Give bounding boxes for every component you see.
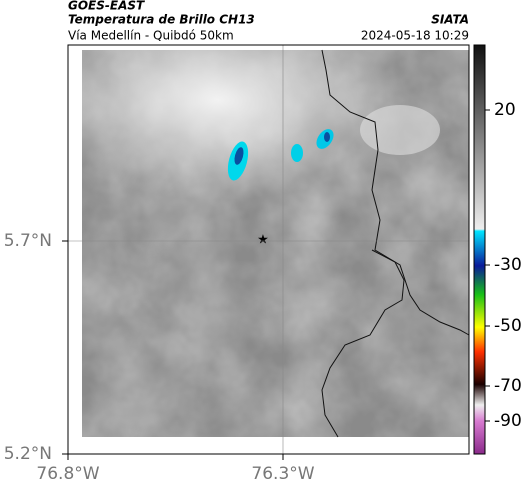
colorbar-label: -50: [494, 316, 522, 336]
colorbar-label: 20: [494, 100, 516, 120]
satellite: GOES-EAST: [68, 0, 145, 13]
svg-text:★: ★: [257, 233, 269, 248]
lon-label: 76.3°W: [251, 464, 314, 484]
source: SIATA: [431, 13, 469, 27]
lat-label: 5.7°N: [4, 231, 52, 251]
route: Vía Medellín - Quibdó 50km: [68, 29, 234, 43]
imagery: ★: [82, 49, 470, 438]
colorbar-label: -90: [494, 411, 522, 431]
colorbar-label: -30: [494, 255, 522, 275]
product: Temperatura de Brillo CH13: [68, 13, 255, 27]
colorbar-label: -70: [494, 376, 522, 396]
ticks: 5.7°N 5.2°N76.8°W 76.3°W 20 -30 -50 -70 -90: [4, 100, 522, 484]
lat-label: 5.2°N: [4, 444, 52, 464]
timestamp: 2024-05-18 10:29: [361, 29, 469, 43]
lon-label: 76.8°W: [36, 464, 99, 484]
